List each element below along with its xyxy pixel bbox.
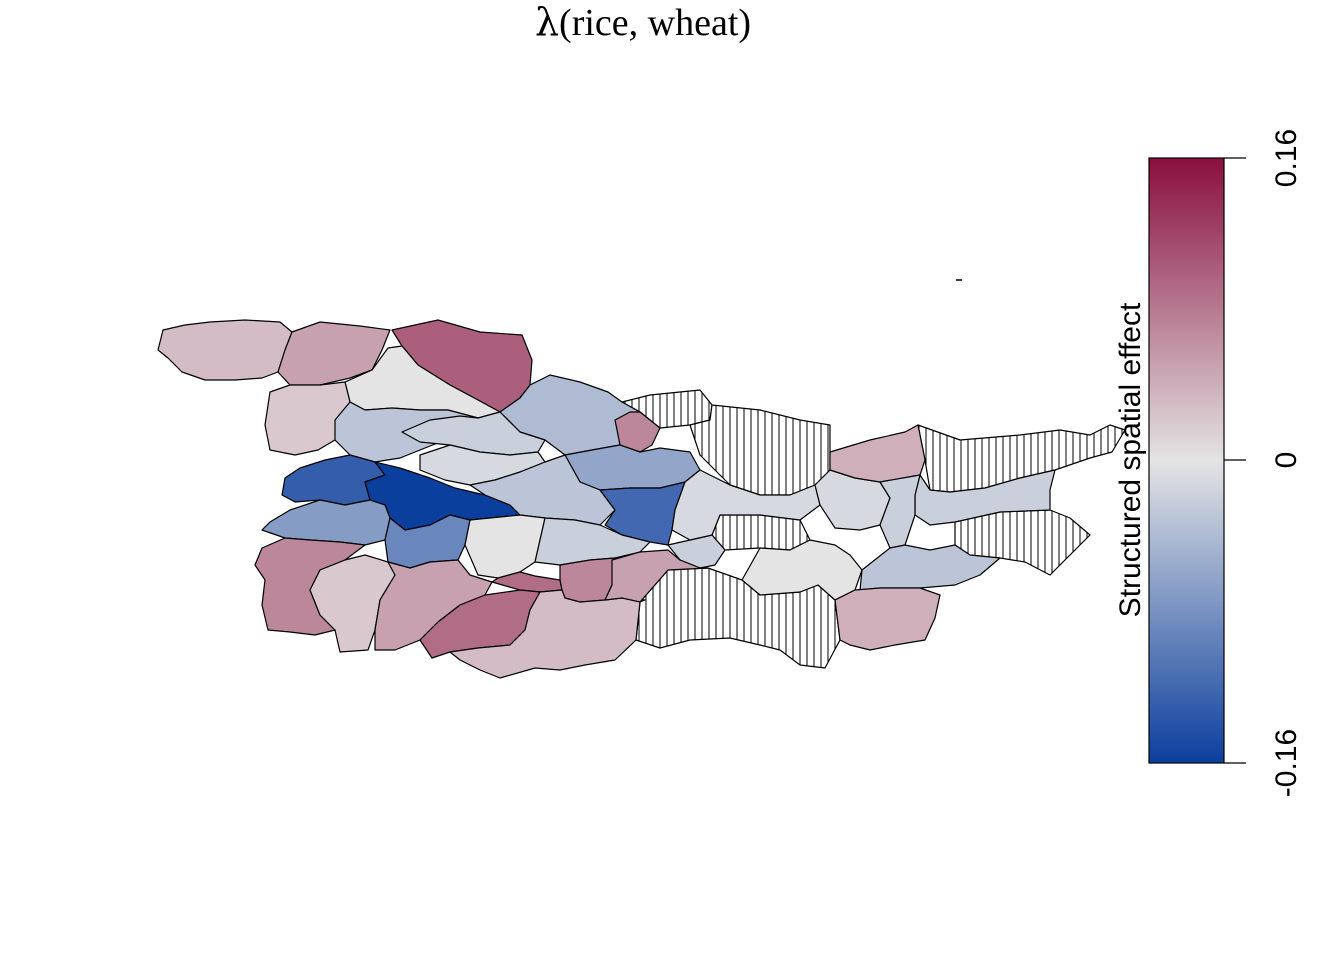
region-R40 bbox=[711, 514, 811, 551]
region-R28 bbox=[604, 549, 709, 603]
region-R2 bbox=[277, 321, 391, 386]
region-R33 bbox=[879, 474, 921, 549]
legend-colorbar bbox=[1148, 157, 1225, 764]
region-R27 bbox=[449, 589, 646, 679]
region-R34 bbox=[741, 539, 863, 601]
region-R36 bbox=[834, 587, 941, 651]
region-R31 bbox=[829, 424, 926, 483]
region-R16 bbox=[261, 499, 391, 546]
region-R29 bbox=[671, 469, 821, 541]
legend-title: Structured spatial effect bbox=[1114, 302, 1147, 617]
region-R32 bbox=[914, 469, 1056, 526]
legend-tick-label-high: 0.16 bbox=[1270, 129, 1303, 187]
region-R1 bbox=[157, 319, 293, 381]
map-title: λ(rice, wheat) bbox=[0, 0, 1286, 45]
legend: 0.16 0 -0.16 Structured spatial effect bbox=[1114, 129, 1303, 797]
map-regions bbox=[157, 319, 1126, 679]
region-R18 bbox=[464, 514, 546, 579]
region-R15 bbox=[599, 481, 686, 546]
title-text: (rice, wheat) bbox=[559, 2, 752, 44]
region-R17 bbox=[384, 514, 471, 569]
title-symbol: λ bbox=[534, 0, 560, 44]
legend-tick-label-low: -0.16 bbox=[1270, 729, 1303, 797]
legend-tick-label-mid: 0 bbox=[1270, 452, 1303, 469]
